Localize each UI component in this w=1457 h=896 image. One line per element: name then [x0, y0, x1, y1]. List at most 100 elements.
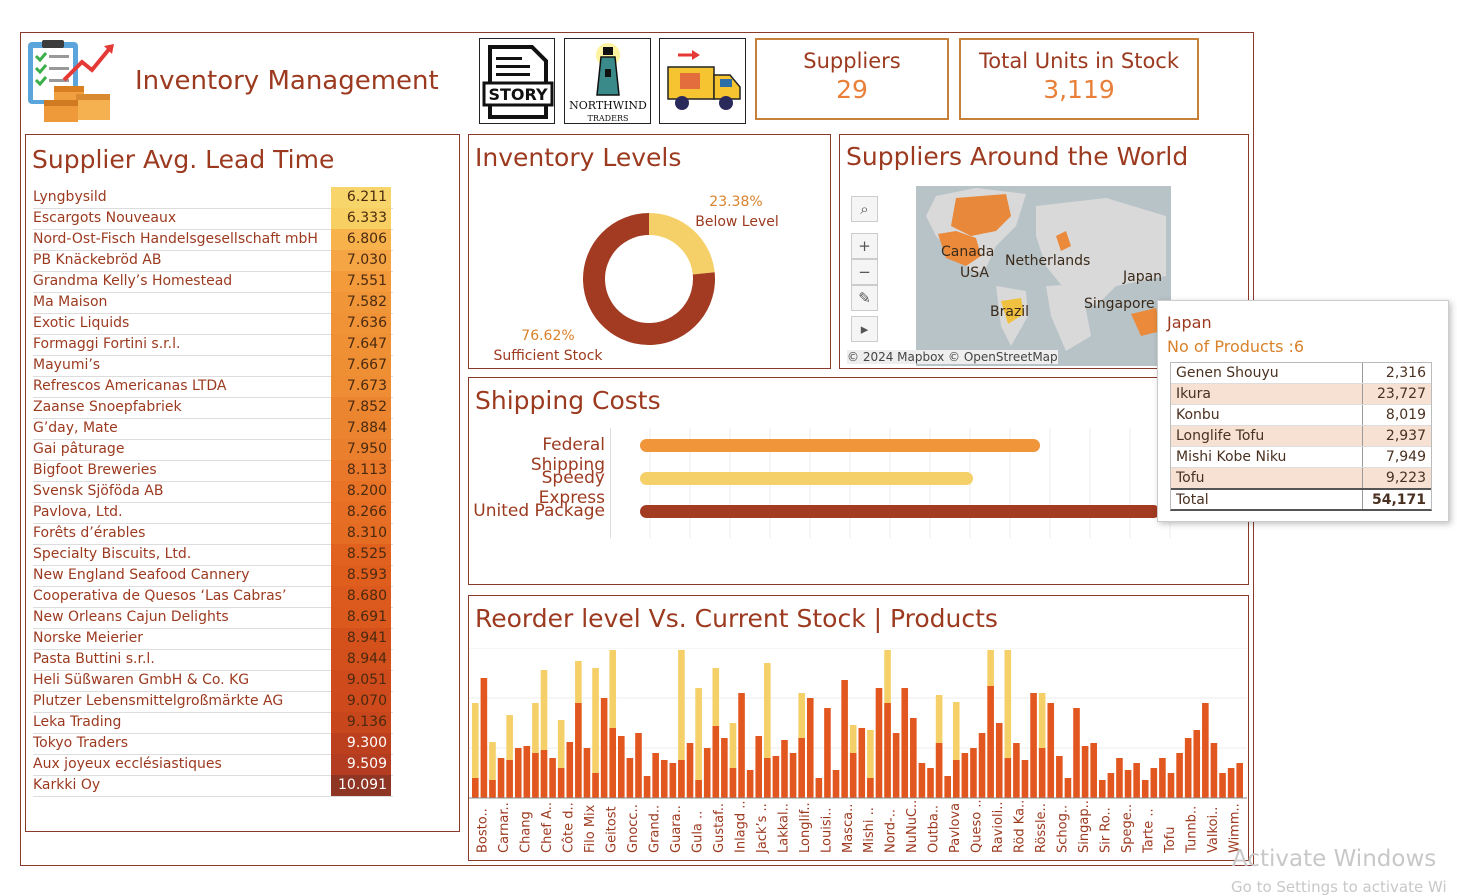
current-stock-bar[interactable]	[1047, 703, 1055, 798]
current-stock-bar[interactable]	[798, 738, 805, 798]
current-stock-bar[interactable]	[858, 728, 866, 798]
current-stock-bar[interactable]	[832, 770, 840, 798]
current-stock-bar[interactable]	[841, 680, 848, 798]
current-stock-bar[interactable]	[472, 778, 479, 798]
current-stock-bar[interactable]	[1038, 748, 1046, 798]
lead-time-row[interactable]: Karkki Oy 10.091	[33, 775, 393, 796]
story-button[interactable]: STORY	[479, 38, 555, 124]
current-stock-bar[interactable]	[755, 736, 763, 798]
current-stock-bar[interactable]	[1013, 743, 1020, 798]
current-stock-bar[interactable]	[1184, 738, 1192, 798]
map-pin-icon[interactable]: ✎	[851, 285, 878, 311]
lead-time-row[interactable]: Leka Trading 9.136	[33, 712, 393, 733]
current-stock-bar[interactable]	[1202, 703, 1209, 798]
current-stock-bar[interactable]	[1098, 780, 1106, 798]
lead-time-row[interactable]: Lyngbysild 6.211	[33, 187, 393, 208]
current-stock-bar[interactable]	[600, 698, 608, 798]
lead-time-row[interactable]: PB Knäckebröd AB 7.030	[33, 250, 393, 271]
current-stock-bar[interactable]	[764, 758, 771, 798]
current-stock-bar[interactable]	[497, 758, 505, 798]
lead-time-row[interactable]: New Orleans Cajun Delights 8.691	[33, 607, 393, 628]
current-stock-bar[interactable]	[532, 753, 539, 798]
northwind-button[interactable]: NORTHWIND TRADERS	[564, 38, 651, 124]
reorder-level-bar[interactable]	[695, 688, 702, 798]
reorder-level-bar[interactable]	[540, 670, 548, 798]
current-stock-bar[interactable]	[1236, 763, 1243, 798]
current-stock-bar[interactable]	[1064, 778, 1072, 798]
current-stock-bar[interactable]	[918, 763, 926, 798]
current-stock-bar[interactable]	[1159, 758, 1166, 798]
current-stock-bar[interactable]	[970, 748, 977, 798]
current-stock-bar[interactable]	[618, 736, 625, 798]
current-stock-bar[interactable]	[557, 768, 565, 798]
current-stock-bar[interactable]	[815, 778, 823, 798]
shipping-bar[interactable]	[640, 439, 1040, 452]
current-stock-bar[interactable]	[961, 753, 969, 798]
lead-time-row[interactable]: G’day, Mate 7.884	[33, 418, 393, 439]
reorder-level-bar[interactable]	[489, 742, 496, 798]
map-search-icon[interactable]: ⌕	[851, 196, 878, 222]
reorder-level-bar[interactable]	[1038, 693, 1046, 798]
world-map[interactable]: Canada USA Netherlands Japan Singapore B…	[916, 186, 1171, 366]
current-stock-bar[interactable]	[514, 748, 522, 798]
below-level-slice[interactable]	[648, 213, 715, 276]
current-stock-bar[interactable]	[806, 698, 814, 798]
current-stock-bar[interactable]	[652, 753, 659, 798]
current-stock-bar[interactable]	[781, 740, 788, 798]
lead-time-row[interactable]: Heli Süßwaren GmbH & Co. KG 9.051	[33, 670, 393, 691]
current-stock-bar[interactable]	[987, 686, 994, 798]
current-stock-bar[interactable]	[669, 763, 677, 798]
lead-time-row[interactable]: Cooperativa de Quesos ‘Las Cabras’ 8.680	[33, 586, 393, 607]
current-stock-bar[interactable]	[738, 693, 745, 798]
current-stock-bar[interactable]	[549, 758, 556, 798]
shipping-bar[interactable]	[640, 505, 1160, 518]
current-stock-bar[interactable]	[1021, 760, 1029, 798]
current-stock-bar[interactable]	[746, 770, 754, 798]
lead-time-row[interactable]: Zaanse Snoepfabriek 7.852	[33, 397, 393, 418]
current-stock-bar[interactable]	[1090, 743, 1097, 798]
current-stock-bar[interactable]	[626, 758, 634, 798]
lead-time-row[interactable]: Ma Maison 7.582	[33, 292, 393, 313]
lead-time-row[interactable]: Bigfoot Breweries 8.113	[33, 460, 393, 481]
current-stock-bar[interactable]	[884, 703, 891, 798]
shipping-bar[interactable]	[640, 472, 973, 485]
lead-time-row[interactable]: Nord-Ost-Fisch Handelsgesellschaft mbH 6.…	[33, 229, 393, 250]
current-stock-bar[interactable]	[927, 768, 934, 798]
lead-time-row[interactable]: New England Seafood Cannery 8.593	[33, 565, 393, 586]
current-stock-bar[interactable]	[1081, 746, 1089, 798]
current-stock-bar[interactable]	[592, 773, 599, 798]
current-stock-bar[interactable]	[643, 776, 651, 798]
current-stock-bar[interactable]	[566, 742, 574, 798]
lead-time-row[interactable]: Tokyo Traders 9.300	[33, 733, 393, 754]
current-stock-bar[interactable]	[1056, 756, 1063, 798]
current-stock-bar[interactable]	[1193, 730, 1201, 798]
delivery-button[interactable]	[659, 38, 746, 124]
current-stock-bar[interactable]	[721, 738, 728, 798]
current-stock-bar[interactable]	[575, 703, 582, 798]
current-stock-bar[interactable]	[523, 746, 531, 798]
reorder-level-bar[interactable]	[729, 723, 737, 798]
reorder-level-bar[interactable]	[472, 703, 479, 798]
current-stock-bar[interactable]	[712, 726, 720, 798]
lead-time-row[interactable]: Refrescos Americanas LTDA 7.673	[33, 376, 393, 397]
current-stock-bar[interactable]	[1004, 758, 1012, 798]
current-stock-bar[interactable]	[1167, 773, 1175, 798]
current-stock-bar[interactable]	[1124, 770, 1132, 798]
current-stock-bar[interactable]	[635, 733, 642, 798]
current-stock-bar[interactable]	[892, 733, 900, 798]
current-stock-bar[interactable]	[729, 768, 737, 798]
current-stock-bar[interactable]	[910, 718, 917, 798]
lead-time-row[interactable]: Grandma Kelly’s Homestead 7.551	[33, 271, 393, 292]
lead-time-row[interactable]: Aux joyeux ecclésiastiques 9.509	[33, 754, 393, 775]
reorder-level-bar[interactable]	[1004, 650, 1012, 798]
map-play-icon[interactable]: ▸	[851, 316, 878, 342]
current-stock-bar[interactable]	[678, 760, 685, 798]
current-stock-bar[interactable]	[1133, 763, 1140, 798]
current-stock-bar[interactable]	[1141, 780, 1149, 798]
current-stock-bar[interactable]	[935, 743, 943, 798]
current-stock-bar[interactable]	[506, 760, 513, 798]
current-stock-bar[interactable]	[695, 780, 702, 798]
current-stock-bar[interactable]	[609, 728, 617, 798]
current-stock-bar[interactable]	[660, 760, 668, 798]
reorder-level-bar[interactable]	[557, 720, 565, 798]
